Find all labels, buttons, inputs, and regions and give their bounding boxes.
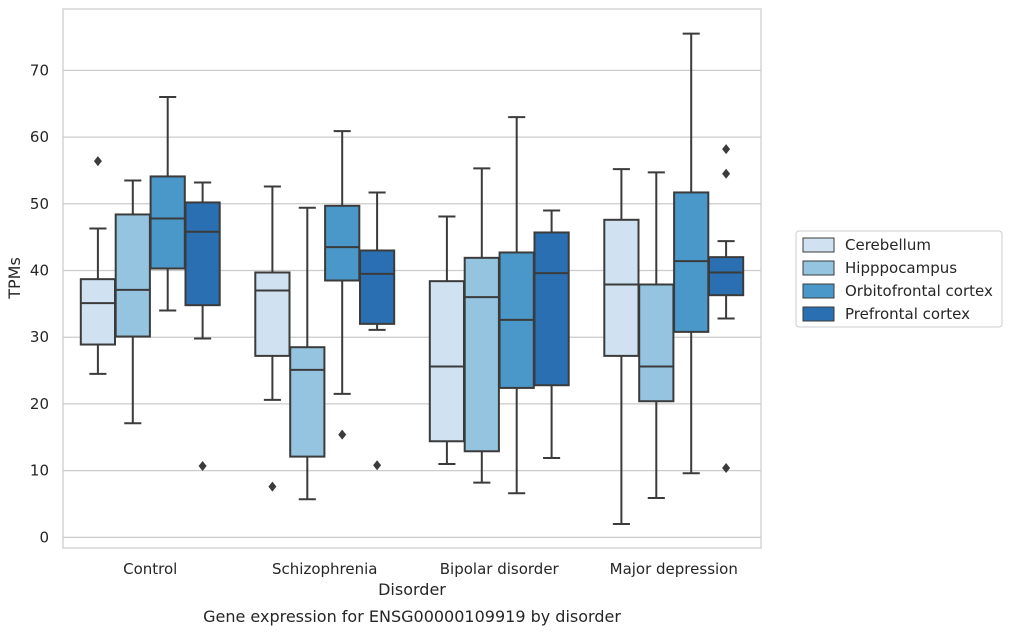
- box-0-0: [79, 156, 117, 375]
- box-body: [79, 278, 117, 346]
- y-tick-label-10: 10: [30, 462, 49, 480]
- outlier-point-1: [722, 168, 731, 179]
- box-body: [184, 201, 221, 307]
- box-3-0: [184, 181, 221, 471]
- legend-frame: [795, 230, 1003, 328]
- chart-caption: Gene expression for ENSG00000109919 by d…: [203, 607, 621, 626]
- box-1-0: [114, 179, 151, 425]
- legend-label-2: Orbitofrontal cortex: [845, 282, 993, 300]
- outlier-point-0: [93, 156, 102, 167]
- y-tick-label-70: 70: [30, 61, 49, 79]
- outlier-point-2: [722, 144, 731, 155]
- box-1-1: [289, 206, 326, 501]
- legend-swatch-3: [802, 306, 835, 322]
- outlier-point-0: [373, 460, 382, 471]
- box-2-1: [324, 130, 361, 440]
- x-tick-labels: Control Schizophrenia Bipolar disorder Majo…: [123, 560, 738, 578]
- box-body: [463, 256, 500, 453]
- plot-background: [63, 9, 761, 548]
- x-tick-label-2: Bipolar disorder: [440, 560, 560, 578]
- box-body: [114, 213, 151, 338]
- box-body: [638, 283, 675, 403]
- y-tick-label-50: 50: [30, 195, 49, 213]
- box-body: [358, 249, 396, 325]
- boxes-group: [79, 32, 745, 525]
- legend-label-1: Hipppocampus: [845, 259, 957, 277]
- y-tick-label-60: 60: [30, 128, 49, 146]
- box-0-3: [603, 168, 640, 525]
- legend-label-0: Cerebellum: [845, 236, 931, 254]
- y-tick-label-40: 40: [30, 261, 49, 279]
- box-2-3: [673, 32, 710, 475]
- y-axis-title: TPMs: [5, 257, 24, 300]
- box-2-2: [498, 116, 535, 495]
- x-tick-label-3: Major depression: [610, 560, 738, 578]
- box-2-0: [149, 96, 186, 312]
- outlier-point-0: [268, 481, 277, 492]
- x-tick-label-0: Control: [123, 560, 177, 578]
- box-0-2: [428, 215, 466, 465]
- y-tick-label-20: 20: [30, 395, 49, 413]
- legend-swatch-1: [802, 260, 835, 276]
- legend: Cerebellum Hipppocampus Orbitofrontal cort…: [795, 230, 1003, 328]
- legend-label-3: Prefrontal cortex: [845, 305, 970, 323]
- box-body: [324, 204, 361, 282]
- box-body: [707, 256, 745, 297]
- box-body: [533, 231, 570, 387]
- legend-swatch-0: [802, 237, 835, 253]
- y-tick-label-0: 0: [39, 528, 49, 546]
- box-body: [254, 271, 291, 357]
- box-1-3: [638, 171, 675, 499]
- box-body: [673, 191, 710, 333]
- box-body: [428, 280, 466, 443]
- box-0-1: [254, 185, 291, 492]
- box-3-1: [358, 191, 396, 471]
- y-tick-label-30: 30: [30, 328, 49, 346]
- box-3-2: [533, 209, 570, 459]
- outlier-point-0: [338, 429, 347, 440]
- outlier-point-0: [198, 460, 207, 471]
- outlier-point-0: [722, 462, 731, 473]
- x-axis-title: Disorder: [378, 580, 446, 599]
- x-tick-label-1: Schizophrenia: [272, 560, 377, 578]
- legend-swatch-2: [802, 283, 835, 299]
- y-tick-labels: 0 10 20 30 40 50 60 70: [30, 61, 49, 546]
- box-body: [289, 346, 326, 458]
- gridlines: [63, 69, 761, 538]
- box-body: [149, 175, 186, 270]
- plot-frame: [62, 8, 762, 549]
- box-3-3: [707, 144, 745, 473]
- box-body: [603, 218, 640, 357]
